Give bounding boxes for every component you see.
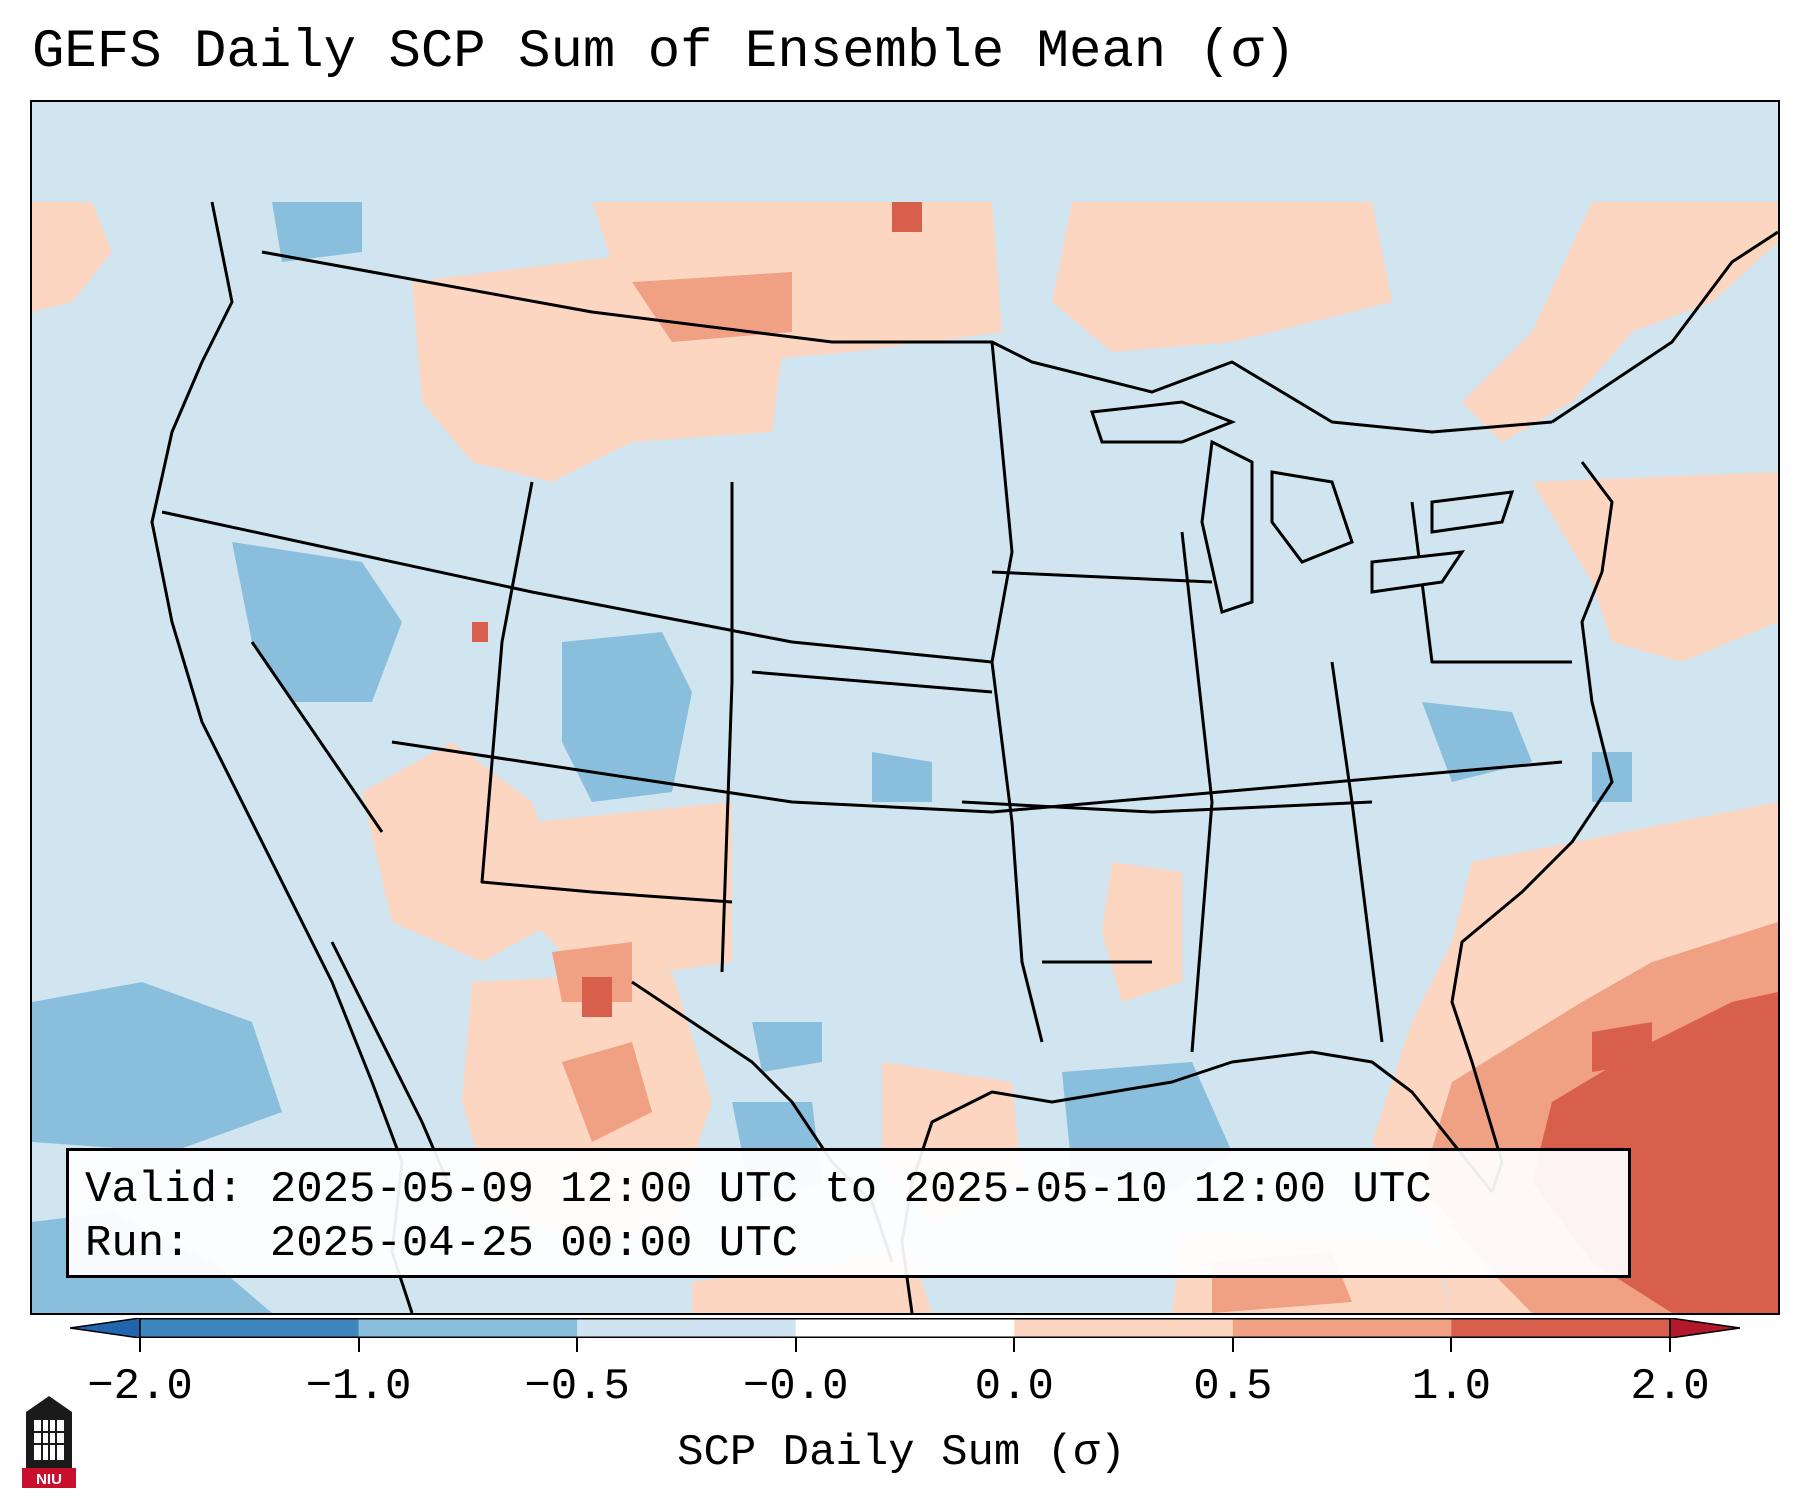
colorbar-tick-label: 1.0 [1411,1362,1492,1412]
colorbar-over-arrow [1669,1318,1740,1338]
colorbar-tick-label: 2.0 [1630,1362,1710,1412]
logo-text: NIU [36,1471,62,1488]
colorbar-tick-label: 0.0 [974,1362,1054,1412]
colorbar-tick-label: −0.0 [742,1362,849,1412]
colorbar-tick [794,1338,797,1352]
valid-label: Valid: [85,1165,244,1215]
colorbar-tick-label: −0.5 [524,1362,630,1412]
valid-row: Valid: 2025-05-09 12:00 UTC to 2025-05-1… [85,1163,1612,1217]
colorbar-tick [139,1338,141,1352]
map-panel [30,100,1780,1315]
colorbar-segment [140,1318,360,1338]
colorbar-segment [358,1318,578,1338]
colorbar-tick [357,1338,360,1352]
run-label: Run: [85,1219,191,1269]
map-title: GEFS Daily SCP Sum of Ensemble Mean (σ) [32,22,1296,83]
run-value: 2025-04-25 00:00 UTC [269,1219,798,1269]
colorbar-segment [1451,1318,1671,1338]
colorbar-tick [1450,1338,1453,1352]
scp-map [32,102,1778,1313]
colorbar-segment [795,1318,1015,1338]
valid-value: 2025-05-09 12:00 UTC to 2025-05-10 12:00… [269,1165,1432,1215]
colorbar-label: SCP Daily Sum (σ) [677,1428,1126,1478]
colorbar [70,1318,1740,1338]
colorbar-segment [577,1318,797,1338]
colorbar-tick [576,1338,579,1352]
great-lakes [1089,400,1515,614]
colorbar-tick [1013,1338,1016,1352]
colorbar-outline [139,1318,1671,1338]
run-row: Run: 2025-04-25 00:00 UTC [85,1217,1612,1271]
colorbar-segment [1232,1318,1452,1338]
colorbar-segment [1014,1318,1234,1338]
colorbar-under-arrow [70,1318,141,1338]
colorbar-tick-label: −2.0 [87,1362,193,1412]
niu-logo: NIU [22,1396,76,1488]
colorbar-tick-label: 0.5 [1193,1362,1273,1412]
colorbar-tick [1231,1338,1234,1352]
colorbar-tick [1669,1338,1671,1352]
info-box: Valid: 2025-05-09 12:00 UTC to 2025-05-1… [66,1148,1631,1278]
colorbar-tick-label: −1.0 [305,1362,412,1412]
